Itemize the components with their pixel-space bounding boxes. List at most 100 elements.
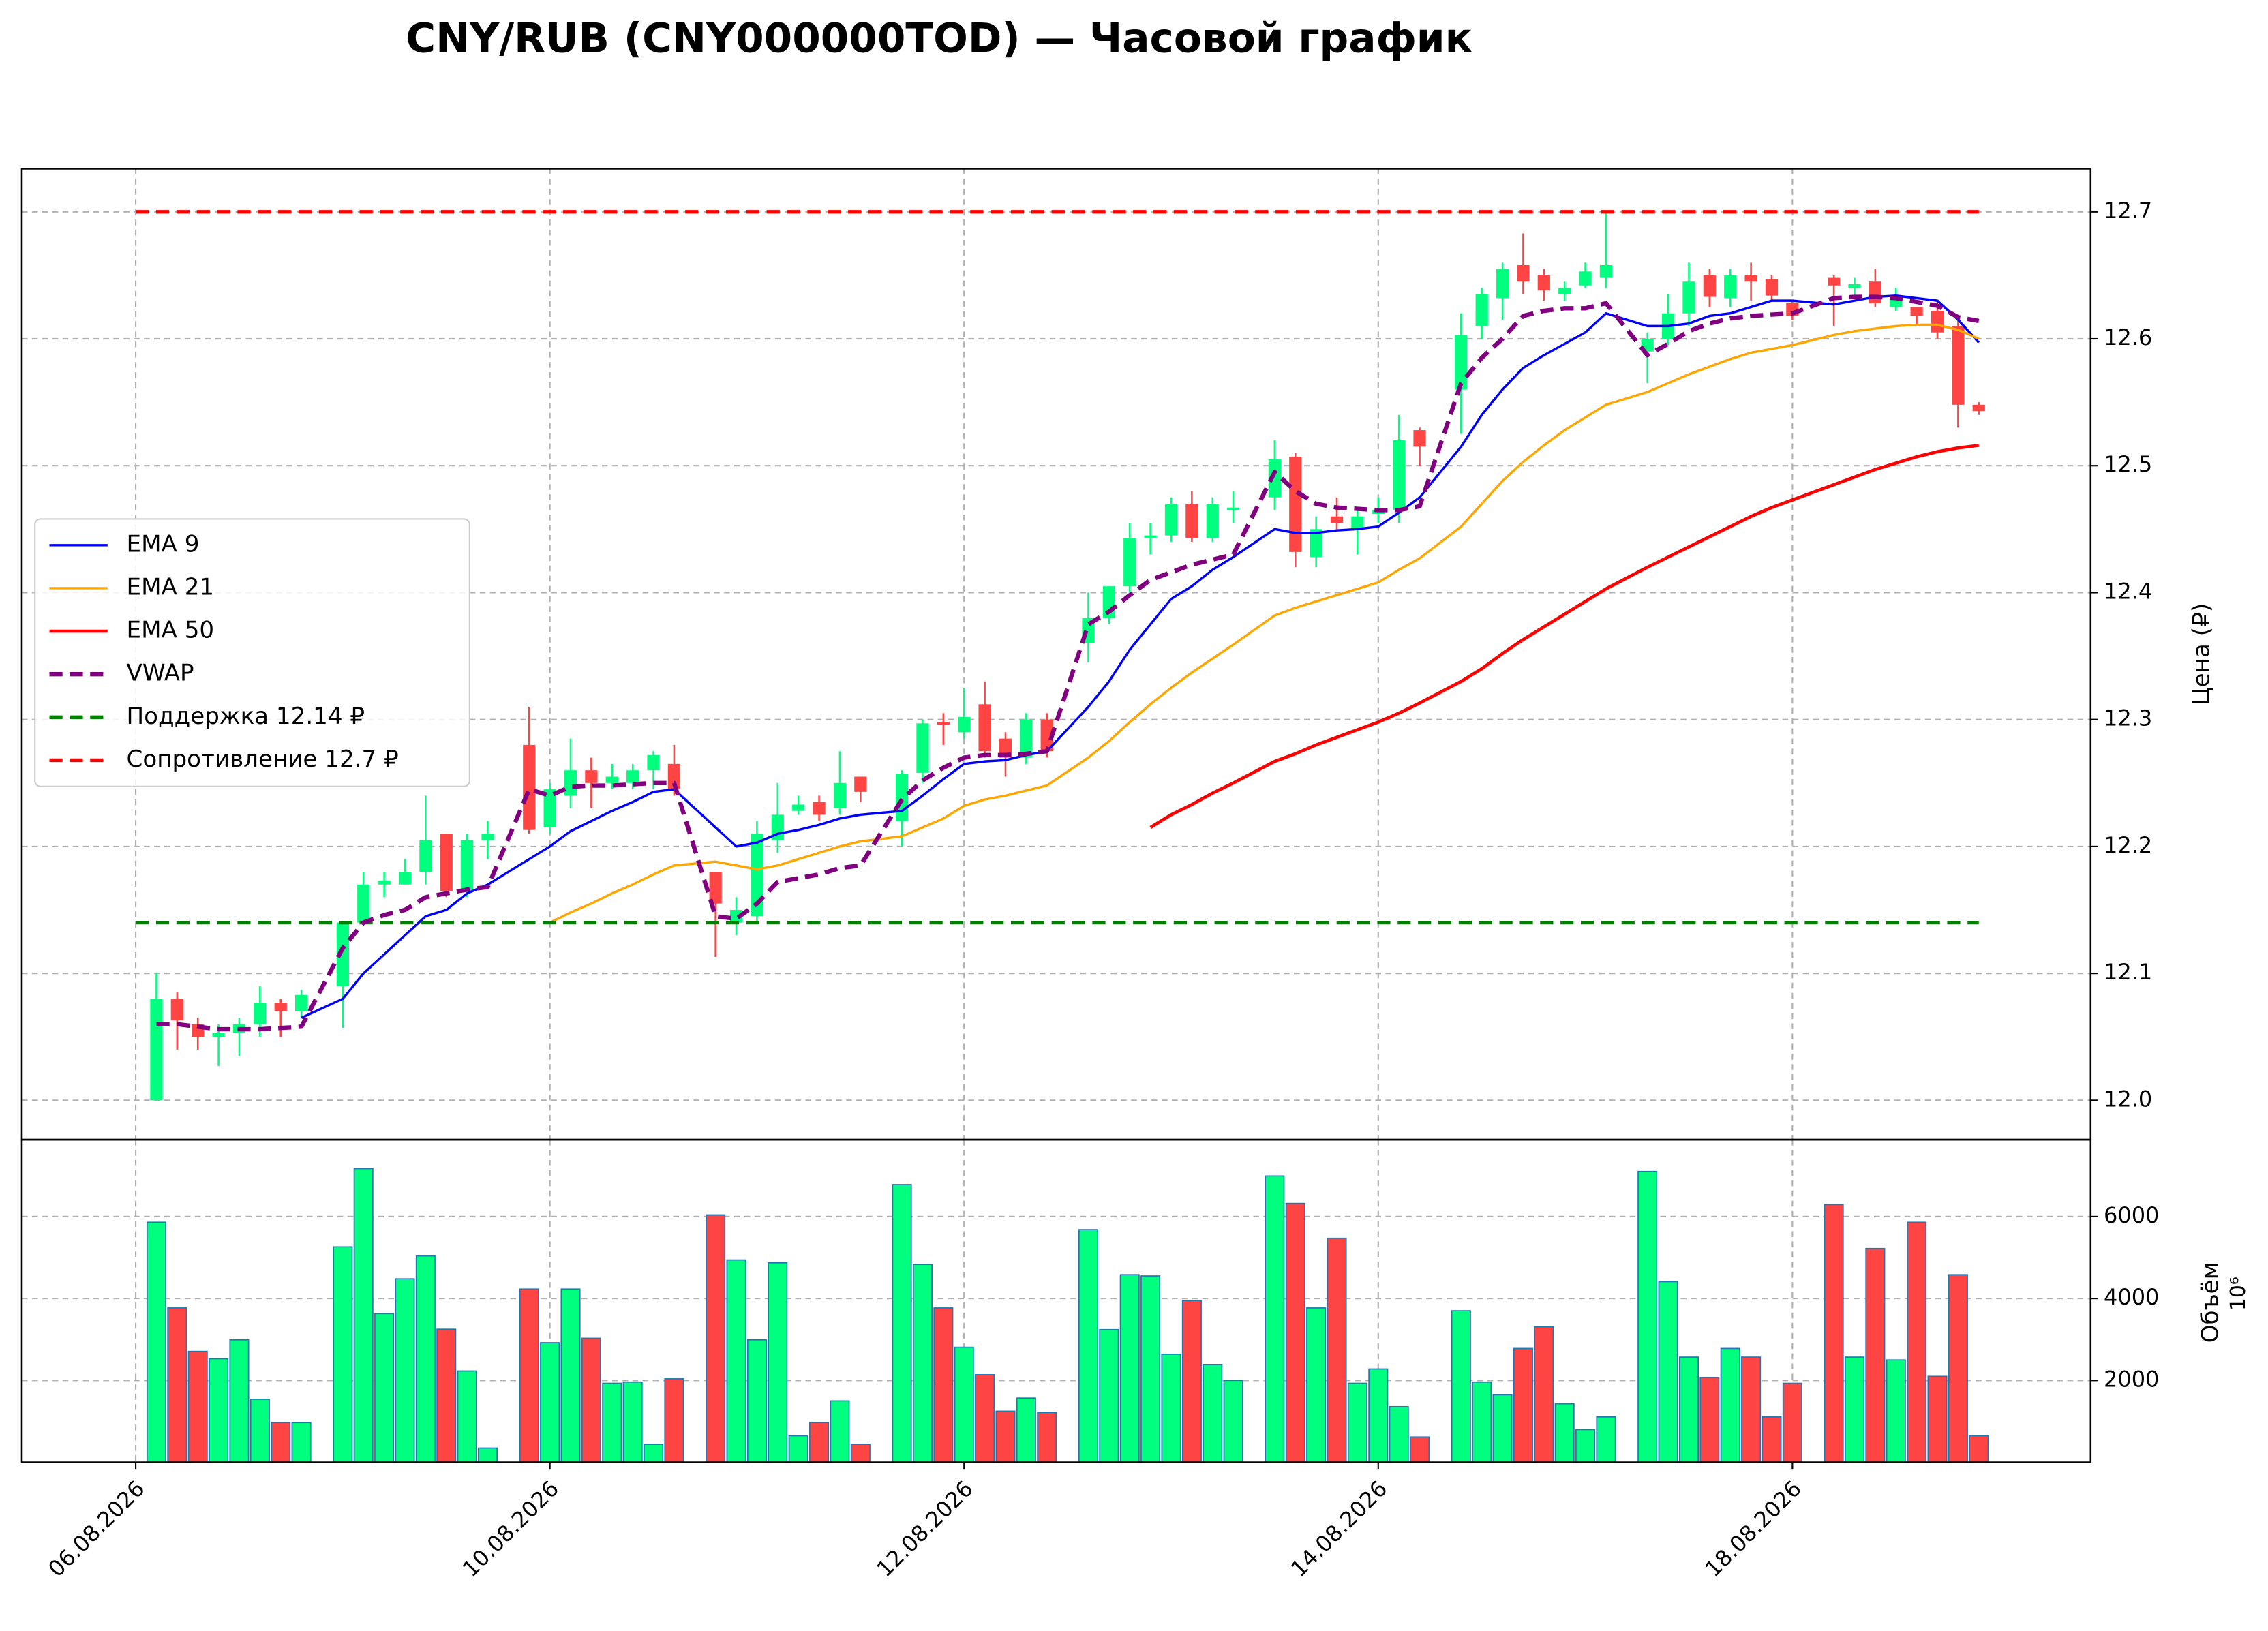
y-tick-label: 12.7 (2104, 198, 2152, 224)
volume-bar (1534, 1326, 1554, 1463)
legend-label: VWAP (127, 660, 194, 687)
volume-bar (1140, 1275, 1161, 1463)
volume-offset-label: 10⁶ (2226, 1277, 2250, 1311)
candle-body (357, 884, 370, 923)
volume-bar (250, 1399, 270, 1463)
y-tick-label: 12.4 (2104, 578, 2152, 604)
volume-bar (975, 1374, 995, 1463)
candle-body (1206, 504, 1219, 538)
legend-label: EMA 50 (127, 617, 215, 644)
grid (21, 168, 2091, 1463)
volume-bar (1203, 1364, 1223, 1463)
volume-bar (768, 1262, 788, 1463)
volume-bar (1119, 1274, 1140, 1463)
volume-bar (167, 1307, 187, 1463)
candle-body (1475, 294, 1488, 326)
volume-bar (664, 1378, 684, 1463)
candle-body (605, 776, 618, 783)
volume-bar (1865, 1247, 1886, 1463)
volume-bar (1575, 1429, 1596, 1463)
volume-bar (374, 1313, 395, 1463)
candle-body (1020, 719, 1033, 758)
candle-body (1537, 275, 1550, 291)
candle-body (792, 804, 805, 811)
candle-body (170, 999, 183, 1021)
volume-bar (1678, 1356, 1699, 1463)
volume-bar (1492, 1394, 1513, 1463)
volume-bar (1016, 1397, 1036, 1463)
volume-bar (1886, 1359, 1906, 1463)
chart-title: CNY/RUB (CNY000000TOD) — Часовой график (406, 15, 1472, 62)
candle-body (916, 723, 929, 773)
volume-bar (1907, 1221, 1927, 1463)
candle-body (1289, 457, 1302, 552)
volume-bar (995, 1410, 1016, 1463)
volume-bar (1451, 1310, 1471, 1463)
candle-body (1330, 516, 1344, 523)
candle-body (1040, 719, 1053, 752)
candle-body (1393, 440, 1406, 510)
candle-body (1351, 516, 1364, 530)
volume-bar (1596, 1416, 1616, 1463)
volume-bar (436, 1328, 457, 1463)
volume-bar (726, 1259, 746, 1463)
candle-body (1185, 504, 1198, 538)
candle-body (854, 776, 867, 792)
volume-bar (1347, 1382, 1367, 1463)
volume-bar (1969, 1435, 1989, 1463)
candle-body (1703, 275, 1716, 297)
volume-bar (1658, 1281, 1678, 1463)
candle-body (1558, 288, 1571, 294)
legend: EMA 9 EMA 21 EMA 50 VWAP Поддержка 12.14 ₽ Со… (34, 518, 470, 787)
candle-body (895, 774, 909, 821)
legend-label: Поддержка 12.14 ₽ (127, 703, 365, 730)
candle-body (958, 716, 971, 733)
candle-body (523, 744, 536, 830)
volume-bar (1554, 1403, 1575, 1463)
y-tick-label: 2000 (2104, 1366, 2159, 1392)
candle-body (1952, 326, 1965, 405)
candle-body (419, 840, 432, 872)
indicator-line (301, 294, 1980, 1019)
volume-bar (1782, 1382, 1802, 1463)
volume-bar (560, 1288, 581, 1463)
volume-bar (892, 1184, 912, 1463)
volume-bar (1223, 1380, 1243, 1463)
volume-bar (209, 1358, 229, 1463)
candle-body (1599, 264, 1613, 278)
volume-bar (830, 1400, 850, 1463)
legend-label: Сопротивление 12.7 ₽ (127, 746, 399, 773)
volume-bar (850, 1444, 871, 1463)
candle-body (1227, 507, 1240, 510)
y-tick-label: 12.1 (2104, 959, 2152, 985)
volume-bar (933, 1307, 954, 1463)
volume-bar (291, 1422, 312, 1463)
candle-body (212, 1033, 225, 1037)
candle-body (1268, 459, 1282, 498)
volume-bar (457, 1370, 477, 1463)
y-tick-label: 12.6 (2104, 324, 2152, 350)
candle-body (833, 782, 847, 809)
volume-axis-label: Объём (2196, 1262, 2224, 1343)
volume-bar (1720, 1347, 1740, 1463)
candle-body (1972, 404, 1985, 412)
legend-label: EMA 21 (127, 573, 215, 600)
candle-body (1517, 264, 1530, 282)
volume-bar (1637, 1170, 1658, 1463)
candle-body (729, 910, 743, 923)
y-tick-label: 12.5 (2104, 451, 2152, 477)
volume-bar (353, 1168, 374, 1463)
candle-body (1164, 504, 1178, 536)
candle-body (1413, 430, 1426, 447)
volume-bar (1078, 1229, 1099, 1463)
volume-bar (333, 1246, 353, 1463)
y-axis-label: Цена (₽) (2188, 603, 2216, 705)
candle-body (751, 834, 763, 917)
indicator-line (1149, 444, 1980, 829)
candle-body (813, 802, 826, 815)
y-tick-label: 6000 (2104, 1202, 2159, 1228)
volume-bar (271, 1422, 291, 1463)
candle-body (647, 754, 660, 771)
candle-body (626, 770, 639, 783)
